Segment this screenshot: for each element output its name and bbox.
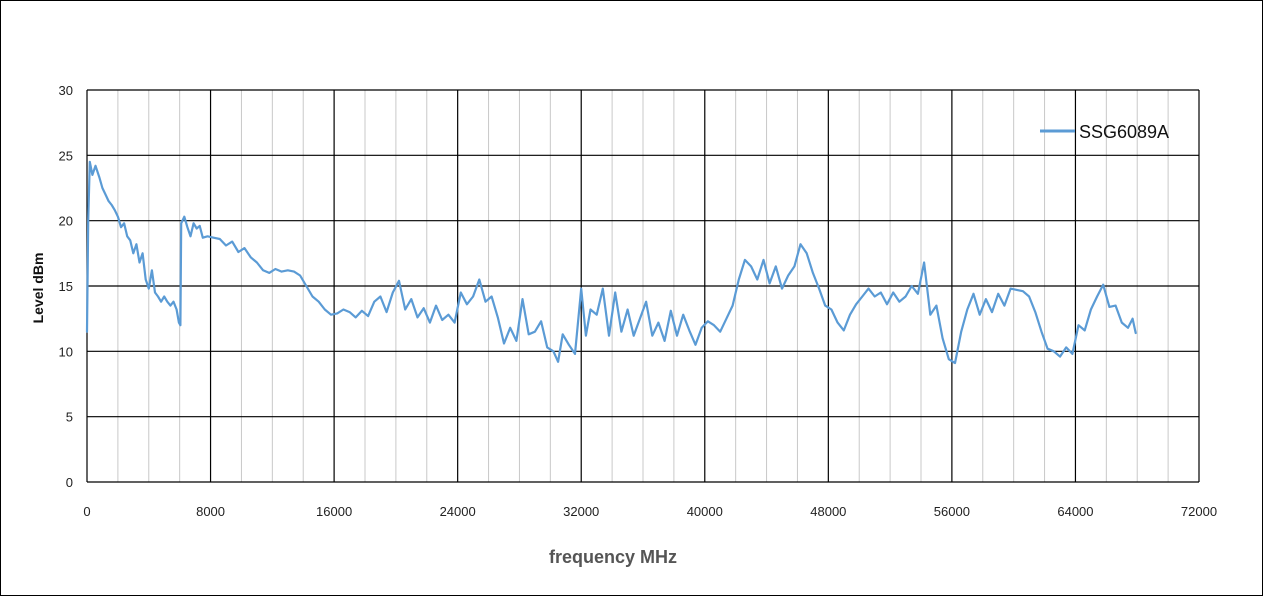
y-tick-label: 5 [66,410,73,425]
x-tick-label: 8000 [196,504,225,519]
y-tick-label: 10 [59,344,73,359]
legend-label: SSG6089A [1079,122,1169,142]
x-tick-label: 72000 [1181,504,1217,519]
x-tick-label: 40000 [687,504,723,519]
y-tick-label: 20 [59,214,73,229]
x-tick-label: 64000 [1057,504,1093,519]
x-tick-label: 16000 [316,504,352,519]
y-tick-label: 15 [59,279,73,294]
x-tick-labels: 0 8000 16000 24000 32000 40000 48000 56000 64000… [83,504,1217,519]
x-axis-title: frequency MHz [549,547,677,567]
x-tick-label: 56000 [934,504,970,519]
x-tick-label: 48000 [810,504,846,519]
x-tick-label: 32000 [563,504,599,519]
y-tick-label: 25 [59,148,73,163]
y-tick-label: 0 [66,475,73,490]
x-tick-label: 24000 [440,504,476,519]
y-tick-label: 30 [59,83,73,98]
x-tick-label: 0 [83,504,90,519]
y-tick-labels: 0 5 10 15 20 25 30 [59,83,73,490]
legend: SSG6089A [1040,122,1169,142]
grid-lines [86,89,1200,483]
series-line-ssg6089a [85,160,1137,365]
y-axis-title: Level dBm [30,253,46,324]
